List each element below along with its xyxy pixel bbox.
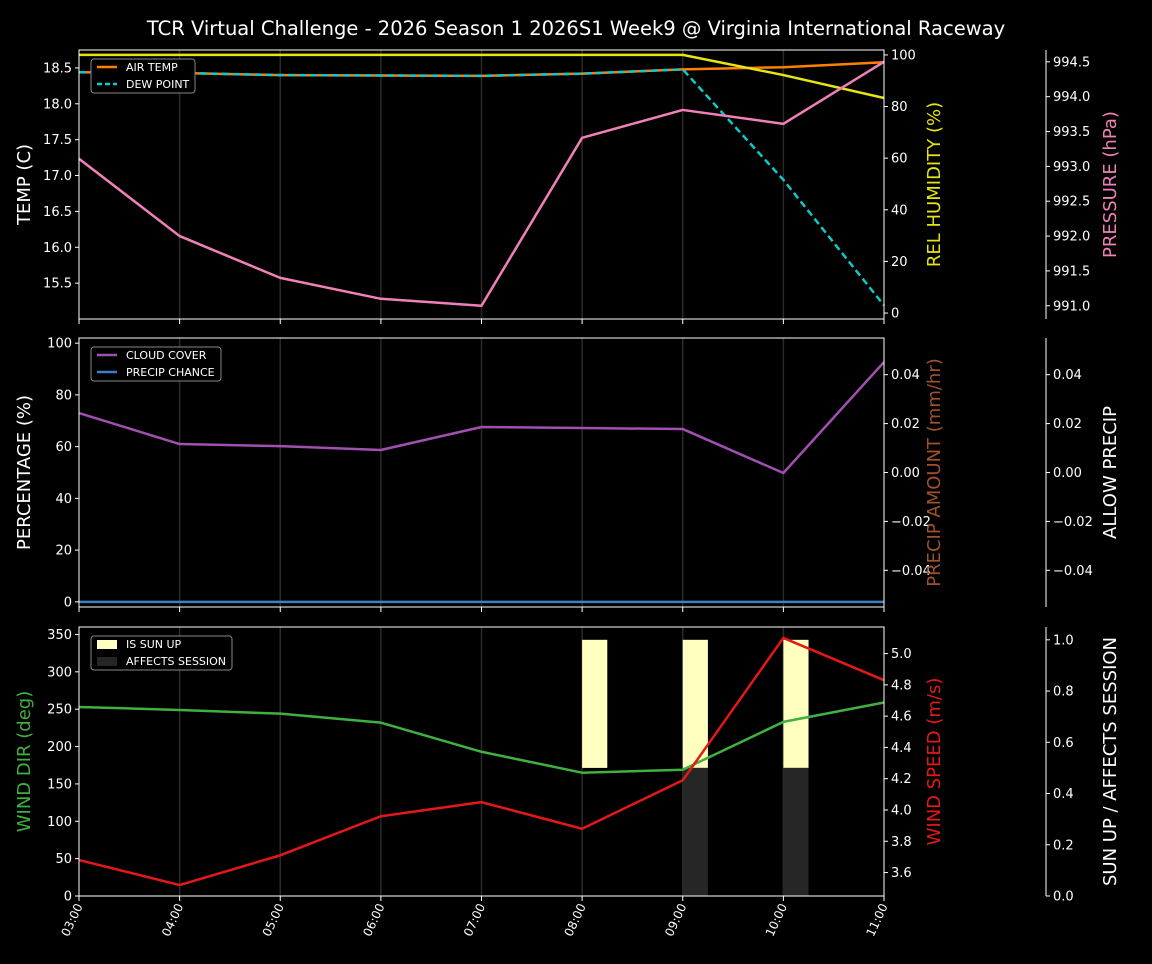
axis-label-right1: WIND SPEED (m/s): [924, 678, 945, 846]
y-tick-label: 20: [891, 255, 908, 270]
y-tick-label: 5.0: [891, 647, 912, 662]
y-tick-label: 991.5: [1053, 264, 1090, 279]
legend-swatch: [97, 657, 117, 666]
y-tick-label: 200: [47, 740, 72, 755]
x-tick-label: 09:00: [662, 901, 689, 938]
y-tick-label: 0.8: [1053, 685, 1074, 700]
x-tick-label: 03:00: [58, 901, 85, 938]
y-tick-label: 991.0: [1053, 299, 1090, 314]
y-tick-label: 4.2: [891, 772, 912, 787]
x-tick-label: 08:00: [562, 901, 589, 938]
legend-label: AIR TEMP: [126, 61, 178, 74]
y-tick-label: 3.8: [891, 835, 912, 850]
y-tick-label: 0.02: [1053, 417, 1082, 432]
y-tick-label: −0.04: [1053, 564, 1093, 579]
bar-affects-session: [783, 768, 808, 896]
y-tick-label: 60: [891, 152, 908, 167]
y-tick-label: 16.5: [43, 205, 72, 220]
axis-label-left: WIND DIR (deg): [14, 691, 35, 833]
y-tick-label: 18.5: [43, 61, 72, 76]
y-tick-label: 80: [891, 100, 908, 115]
y-tick-label: 0.2: [1053, 838, 1074, 853]
y-tick-label: 992.0: [1053, 230, 1090, 245]
y-tick-label: 100: [47, 337, 72, 352]
y-tick-label: 17.0: [43, 169, 72, 184]
bar-is-sun-up: [582, 640, 607, 768]
x-tick-label: 05:00: [260, 901, 287, 938]
bar-is-sun-up: [783, 640, 808, 768]
legend-label: DEW POINT: [126, 78, 190, 91]
x-tick-label: 04:00: [159, 901, 186, 938]
y-tick-label: 0: [64, 595, 72, 610]
y-tick-label: 20: [55, 544, 72, 559]
y-tick-label: 40: [891, 203, 908, 218]
y-tick-label: 15.5: [43, 277, 72, 292]
y-tick-label: 0.00: [1053, 466, 1082, 481]
y-tick-label: 994.0: [1053, 90, 1090, 105]
axis-label-right2: PRESSURE (hPa): [1100, 111, 1121, 258]
y-tick-label: 994.5: [1053, 55, 1090, 70]
legend: AIR TEMP DEW POINT: [91, 59, 195, 93]
y-tick-label: 17.5: [43, 133, 72, 148]
axis-label-right1: REL HUMIDITY (%): [924, 102, 945, 267]
y-tick-label: 0.4: [1053, 787, 1074, 802]
legend: IS SUN UP AFFECTS SESSION: [91, 636, 232, 670]
y-tick-label: 4.8: [891, 678, 912, 693]
y-tick-label: 0.04: [891, 368, 920, 383]
axis-label-left: TEMP (C): [14, 144, 35, 226]
legend-label: AFFECTS SESSION: [126, 655, 226, 668]
axis-label-right2: SUN UP / AFFECTS SESSION: [1100, 637, 1121, 886]
y-tick-label: 992.5: [1053, 195, 1090, 210]
y-tick-label: 0.6: [1053, 736, 1074, 751]
y-tick-label: 993.0: [1053, 160, 1090, 175]
panel-3: 0 50 100 150 200 250 300 350 WIND DIR (deg) 3.6 3.…: [14, 627, 1121, 939]
axis-label-left: PERCENTAGE (%): [14, 395, 35, 550]
axis-label-right2: ALLOW PRECIP: [1100, 406, 1121, 539]
y-tick-label: 3.6: [891, 866, 912, 881]
legend-label: CLOUD COVER: [126, 349, 207, 362]
x-tick-label: 11:00: [863, 901, 890, 938]
y-tick-label: 18.0: [43, 97, 72, 112]
y-tick-label: 0: [64, 890, 72, 905]
y-tick-label: 16.0: [43, 241, 72, 256]
legend-label: IS SUN UP: [126, 638, 182, 651]
y-tick-label: 350: [47, 628, 72, 643]
panel-2: 0 20 40 60 80 100 PERCENTAGE (%) −0.04 −0.02 0.00…: [14, 337, 1121, 612]
axis-label-right1: PRECIP AMOUNT (mm/hr): [924, 358, 945, 587]
y-tick-label: 1.0: [1053, 633, 1074, 648]
y-tick-label: 150: [47, 777, 72, 792]
legend-label: PRECIP CHANCE: [126, 366, 215, 379]
bar-affects-session: [683, 768, 708, 896]
y-tick-label: 250: [47, 703, 72, 718]
y-tick-label: 0: [891, 307, 899, 322]
x-tick-label: 06:00: [360, 901, 387, 938]
y-tick-label: 0.0: [1053, 890, 1074, 905]
x-tick-label: 10:00: [763, 901, 790, 938]
y-tick-label: 40: [55, 492, 72, 507]
legend-swatch: [97, 640, 117, 649]
y-tick-label: 300: [47, 665, 72, 680]
y-tick-label: 4.0: [891, 803, 912, 818]
figure-title: TCR Virtual Challenge - 2026 Season 1 20…: [146, 17, 1005, 40]
y-tick-label: 80: [55, 388, 72, 403]
y-tick-label: 0.02: [891, 417, 920, 432]
y-tick-label: 4.4: [891, 741, 912, 756]
legend: CLOUD COVER PRECIP CHANCE: [91, 347, 221, 381]
x-tick-label: 07:00: [461, 901, 488, 938]
y-tick-label: 60: [55, 440, 72, 455]
y-tick-label: 100: [891, 48, 916, 63]
y-tick-label: −0.02: [1053, 515, 1093, 530]
y-tick-label: 50: [55, 852, 72, 867]
y-tick-label: 0.00: [891, 466, 920, 481]
y-tick-label: 0.04: [1053, 368, 1082, 383]
panel-1: 15.5 16.0 16.5 17.0 17.5 18.0 18.5 TEMP (C) 0 20 4…: [14, 48, 1121, 324]
y-tick-label: 4.6: [891, 710, 912, 725]
y-tick-label: 993.5: [1053, 125, 1090, 140]
y-tick-label: 100: [47, 815, 72, 830]
